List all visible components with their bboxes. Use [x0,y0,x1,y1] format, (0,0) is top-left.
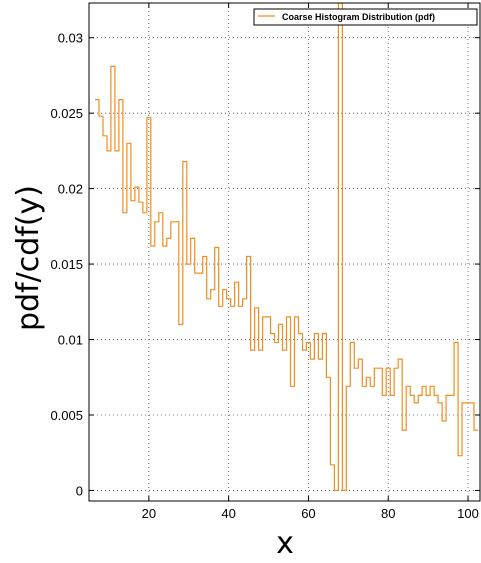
y-tick-label: 0.015 [50,257,83,272]
series-layer [95,3,478,491]
y-tick-labels: 0 0.005 0.01 0.015 0.02 0.025 0.03 [50,31,83,499]
x-tick-label: 100 [457,506,479,521]
y-axis-label: pdf/cdf(y) [11,185,46,331]
y-tick-label: 0.02 [58,182,83,197]
legend-box [253,8,478,26]
x-tick-labels: 20 40 60 80 100 [142,506,479,521]
plot-frame [88,2,481,502]
y-tick-label: 0.005 [50,408,83,423]
legend-label: Coarse Histogram Distribution (pdf) [282,12,435,22]
x-tick-label: 40 [221,506,235,521]
x-tick-label: 80 [381,506,395,521]
y-tick-label: 0 [76,483,83,498]
x-axis-label: x [276,526,294,561]
series-line [95,3,478,491]
legend: Coarse Histogram Distribution (pdf) [253,8,478,26]
x-tick-label: 20 [142,506,156,521]
y-tick-label: 0.01 [58,333,83,348]
x-tick-label: 60 [301,506,315,521]
y-tick-label: 0.03 [58,31,83,46]
y-tick-label: 0.025 [50,106,83,121]
grid [89,3,480,501]
ticks [89,3,480,501]
